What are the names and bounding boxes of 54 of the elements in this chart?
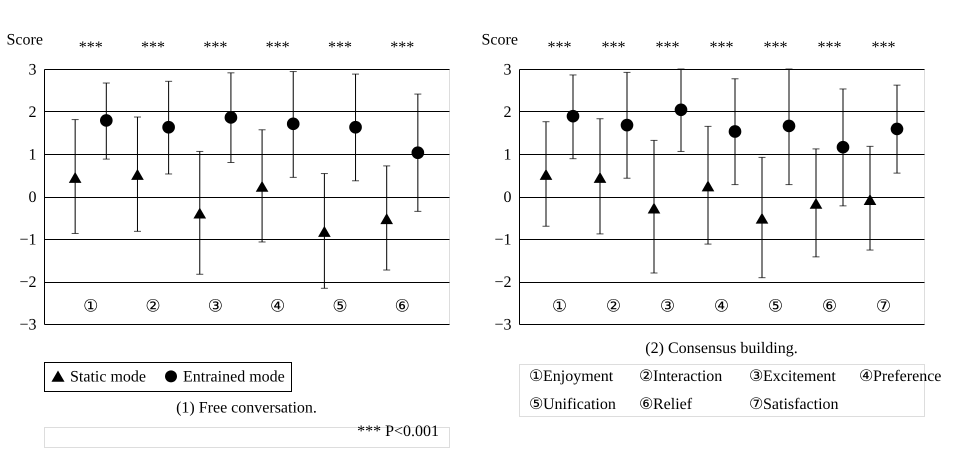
- y-tick-label: 2: [28, 104, 36, 121]
- text: ***: [764, 39, 788, 56]
- x-tick-label: ①: [552, 296, 568, 316]
- x-tick-label: ③: [208, 296, 223, 316]
- x-tick-label: ⑦: [876, 296, 892, 316]
- text: ⑤Unification: [529, 396, 616, 413]
- text: ***: [266, 39, 290, 56]
- text: ⑥Relief: [639, 396, 693, 413]
- text: ①Enjoyment: [529, 368, 614, 385]
- y-tick-label: −3: [494, 316, 512, 334]
- text: ②Interaction: [639, 368, 722, 385]
- x-tick-label: ②: [606, 296, 622, 316]
- text: ***: [710, 39, 734, 56]
- text: ⑦Satisfaction: [749, 396, 839, 413]
- y-tick-label: −2: [19, 274, 36, 291]
- x-tick-label: ⑥: [822, 296, 838, 316]
- text: ***: [818, 39, 842, 56]
- x-tick-label: ④: [270, 296, 286, 316]
- y-axis-title: Score: [6, 32, 43, 48]
- y-tick-label: 0: [28, 189, 36, 206]
- text: ***: [548, 39, 572, 56]
- x-tick-label: ⑤: [332, 296, 348, 316]
- y-tick-label: −2: [494, 274, 512, 291]
- y-axis-title: Score: [482, 32, 518, 48]
- text: ***: [141, 39, 166, 56]
- text: (2) Consensus building.: [645, 340, 798, 357]
- text: *** P<0.001: [357, 422, 439, 440]
- x-tick-label: ⑥: [394, 296, 410, 316]
- y-tick-label: 1: [28, 146, 36, 164]
- text: ***: [328, 39, 352, 56]
- legend-label: Entrained mode: [183, 368, 285, 386]
- text: ***: [390, 39, 414, 56]
- x-tick-label: ①: [83, 296, 98, 316]
- y-tick-label: 3: [28, 62, 36, 78]
- y-tick-label: −1: [494, 232, 512, 248]
- y-tick-label: 0: [504, 189, 512, 206]
- text: ***: [602, 39, 626, 56]
- text: ***: [78, 39, 103, 56]
- x-tick-label: ②: [145, 296, 161, 316]
- text: ③Excitement: [749, 368, 836, 385]
- y-tick-label: 2: [504, 104, 512, 121]
- y-tick-label: −3: [19, 316, 36, 334]
- text: ④Preference: [859, 368, 942, 385]
- text: ***: [872, 39, 896, 56]
- x-tick-label: ③: [660, 296, 676, 316]
- legend-label: Static mode: [70, 368, 146, 386]
- text: ***: [203, 39, 228, 56]
- text: (1) Free conversation.: [176, 400, 317, 416]
- x-tick-label: ④: [714, 296, 730, 316]
- y-tick-label: 1: [504, 146, 512, 164]
- x-tick-label: ⑤: [768, 296, 784, 316]
- text: ***: [656, 39, 680, 56]
- y-tick-label: −1: [19, 232, 36, 248]
- y-tick-label: 3: [504, 62, 512, 78]
